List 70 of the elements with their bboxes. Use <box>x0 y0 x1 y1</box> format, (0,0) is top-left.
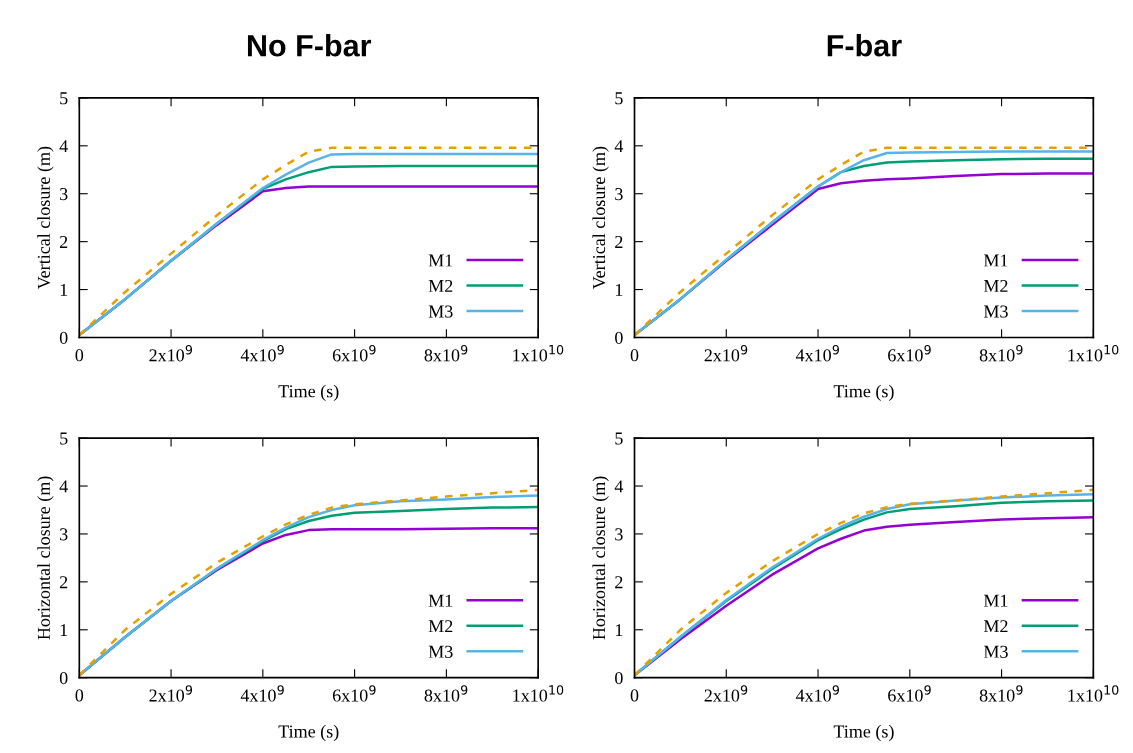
legend-label: M3 <box>428 645 453 658</box>
y-tick-label: 1 <box>60 283 68 296</box>
y-tick-label: 3 <box>615 528 623 541</box>
legend-label: M3 <box>983 305 1008 318</box>
y-tick-label: 3 <box>615 188 623 201</box>
y-axis-title: Vertical closure (m) <box>592 146 609 290</box>
x-axis-title: Time (s) <box>833 724 894 742</box>
x-tick-label: 1x10$^{10}$ <box>1068 685 1119 702</box>
x-axis-title: Time (s) <box>278 724 339 742</box>
x-tick-label: 1x10$^{10}$ <box>1068 344 1119 362</box>
y-tick-label: 4 <box>614 480 624 493</box>
x-axis-title: Time (s) <box>833 384 894 402</box>
y-tick-label: 0 <box>59 331 68 344</box>
legend-label: M1 <box>428 594 453 607</box>
x-tick-label: 8x10$^{9}$ <box>424 344 468 362</box>
y-tick-label: 3 <box>60 528 68 541</box>
y-tick-label: 0 <box>615 331 623 344</box>
x-tick-label: 1x10$^{10}$ <box>513 685 564 702</box>
x-tick-label: 8x10$^{9}$ <box>979 685 1023 702</box>
y-axis-title: Vertical closure (m) <box>37 146 54 290</box>
x-tick-label: 4x10$^{9}$ <box>240 685 284 702</box>
legend-label: M3 <box>983 645 1008 658</box>
y-tick-label: 4 <box>59 140 68 153</box>
x-tick-label: 8x10$^{9}$ <box>979 344 1023 362</box>
y-tick-label: 0 <box>615 671 623 685</box>
legend-label: M1 <box>983 594 1008 607</box>
x-tick-label: 2x10$^{9}$ <box>704 685 748 702</box>
y-tick-label: 1 <box>60 624 68 637</box>
y-tick-label: 4 <box>614 140 624 153</box>
y-tick-label: 1 <box>615 624 623 637</box>
x-tick-label: 4x10$^{9}$ <box>795 344 839 362</box>
legend-label: M2 <box>983 279 1008 292</box>
chart-title: No F-bar <box>247 34 372 57</box>
legend-label: M3 <box>428 305 453 318</box>
x-tick-label: 4x10$^{9}$ <box>795 685 839 702</box>
y-axis-title: Horizontal closure (m) <box>37 476 54 640</box>
legend-label: M2 <box>983 620 1008 633</box>
y-tick-label: 1 <box>615 283 623 296</box>
x-tick-label: 8x10$^{9}$ <box>424 685 468 702</box>
y-tick-label: 3 <box>60 188 68 201</box>
x-tick-label: 6x10$^{9}$ <box>888 685 931 702</box>
y-tick-label: 5 <box>60 432 68 445</box>
x-tick-label: 2x10$^{9}$ <box>704 344 748 362</box>
x-tick-label: 6x10$^{9}$ <box>332 685 376 702</box>
y-tick-label: 5 <box>615 92 623 105</box>
legend-label: M1 <box>428 254 453 267</box>
y-tick-label: 5 <box>615 432 623 445</box>
legend-label: M2 <box>428 620 453 633</box>
y-tick-label: 4 <box>59 480 68 493</box>
y-tick-label: 2 <box>615 235 623 248</box>
y-tick-label: 2 <box>59 576 68 589</box>
x-tick-label: 0 <box>75 349 84 362</box>
y-tick-label: 0 <box>59 671 68 685</box>
x-tick-label: 2x10$^{9}$ <box>149 685 193 702</box>
x-tick-label: 6x10$^{9}$ <box>888 344 931 362</box>
x-axis-title: Time (s) <box>278 384 339 402</box>
x-tick-label: 0 <box>75 689 84 702</box>
x-tick-label: 0 <box>630 689 639 702</box>
legend-label: M2 <box>428 279 453 292</box>
x-tick-label: 6x10$^{9}$ <box>332 344 376 362</box>
x-tick-label: 0 <box>630 349 639 362</box>
x-tick-label: 2x10$^{9}$ <box>149 344 193 362</box>
chart-title: F-bar <box>827 34 902 57</box>
y-tick-label: 2 <box>615 576 623 589</box>
y-axis-title: Horizontal closure (m) <box>592 476 609 640</box>
y-tick-label: 2 <box>59 235 68 248</box>
y-tick-label: 5 <box>60 92 68 105</box>
x-tick-label: 4x10$^{9}$ <box>240 344 284 362</box>
legend-label: M1 <box>983 254 1008 267</box>
x-tick-label: 1x10$^{10}$ <box>513 344 564 362</box>
